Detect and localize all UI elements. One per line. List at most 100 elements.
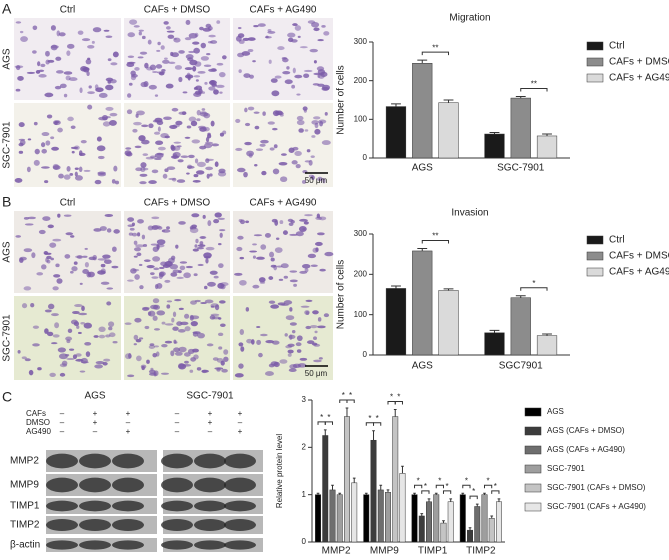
cell bbox=[192, 331, 201, 335]
cell bbox=[249, 74, 254, 79]
significance-label: * bbox=[438, 476, 441, 485]
cell bbox=[40, 63, 46, 68]
cell bbox=[245, 307, 250, 312]
y-tick-label: 100 bbox=[354, 114, 368, 123]
bar bbox=[510, 297, 531, 356]
cell bbox=[87, 104, 93, 110]
cell bbox=[150, 272, 155, 276]
cell bbox=[156, 152, 165, 156]
condition-sign: – bbox=[175, 427, 180, 436]
cell bbox=[208, 86, 216, 91]
cell bbox=[129, 227, 135, 231]
cell bbox=[205, 23, 212, 29]
cell bbox=[112, 51, 119, 58]
cell bbox=[51, 313, 59, 317]
cell bbox=[252, 60, 256, 63]
cell bbox=[57, 127, 63, 133]
blot-band bbox=[224, 540, 256, 550]
y-tick-label: 300 bbox=[354, 37, 368, 46]
cell bbox=[134, 274, 140, 280]
cell bbox=[58, 353, 68, 360]
cell bbox=[84, 341, 92, 346]
legend-label: SGC-7901 bbox=[547, 464, 585, 473]
cell bbox=[168, 177, 177, 181]
cell bbox=[50, 136, 55, 140]
cell bbox=[91, 40, 95, 44]
cell bbox=[253, 234, 263, 237]
cell bbox=[176, 145, 182, 148]
cell bbox=[234, 272, 243, 276]
cell bbox=[244, 122, 251, 127]
cell bbox=[188, 154, 195, 159]
cell bbox=[301, 179, 307, 184]
cell bbox=[72, 310, 80, 315]
cell bbox=[285, 315, 295, 321]
cell bbox=[310, 155, 315, 158]
cell bbox=[289, 322, 297, 326]
cell bbox=[190, 320, 198, 327]
x-tick-label: MMP2 bbox=[322, 546, 351, 557]
cell bbox=[136, 355, 142, 362]
cell bbox=[159, 266, 165, 269]
cell bbox=[108, 321, 115, 328]
cell bbox=[304, 268, 309, 273]
cell bbox=[219, 232, 223, 238]
cell bbox=[192, 65, 197, 72]
cell bbox=[64, 254, 71, 259]
blot-band bbox=[161, 540, 193, 550]
x-tick-label: AGS bbox=[412, 163, 433, 174]
y-tick-label: 3 bbox=[302, 395, 307, 404]
condition-sign: – bbox=[60, 427, 65, 436]
cell bbox=[17, 349, 21, 354]
cell bbox=[139, 51, 148, 55]
bar bbox=[510, 97, 531, 159]
error-bar bbox=[490, 515, 494, 519]
cell bbox=[167, 34, 175, 39]
column-label: Ctrl bbox=[60, 198, 76, 209]
error-bar bbox=[542, 133, 552, 136]
significance-label: ** bbox=[432, 43, 438, 52]
cell bbox=[179, 261, 188, 264]
cell bbox=[322, 177, 326, 184]
cell bbox=[19, 139, 26, 146]
cell bbox=[286, 66, 290, 70]
significance-label: * bbox=[390, 393, 393, 402]
error-bar bbox=[449, 498, 453, 502]
cell bbox=[137, 219, 144, 224]
cell bbox=[86, 71, 90, 77]
cell bbox=[285, 345, 293, 349]
cell bbox=[37, 367, 42, 371]
significance-label: ** bbox=[531, 80, 537, 89]
cell bbox=[295, 231, 304, 237]
cell bbox=[313, 359, 322, 363]
condition-sign: – bbox=[175, 418, 180, 427]
legend-label: CAFs + DMSO bbox=[609, 251, 669, 262]
legend-label: SGC-7901 (CAFs + AG490) bbox=[547, 502, 646, 511]
cell bbox=[41, 166, 50, 169]
cell bbox=[157, 41, 161, 46]
cell bbox=[132, 128, 138, 133]
error-bar bbox=[413, 492, 416, 495]
cell bbox=[243, 73, 251, 78]
cell bbox=[299, 46, 308, 49]
cell bbox=[136, 110, 145, 116]
bar bbox=[536, 135, 558, 159]
panel-label: B bbox=[2, 194, 11, 210]
cell bbox=[136, 252, 142, 257]
cell bbox=[317, 83, 325, 87]
cell bbox=[59, 372, 66, 377]
cell bbox=[199, 236, 207, 239]
cell bbox=[196, 118, 201, 122]
cell bbox=[179, 265, 186, 271]
cell bbox=[95, 87, 104, 93]
bar bbox=[426, 501, 432, 543]
cell bbox=[192, 348, 199, 353]
cell bbox=[234, 373, 244, 378]
cell bbox=[296, 115, 304, 121]
blot-band bbox=[161, 519, 193, 531]
cell bbox=[67, 328, 73, 334]
cell bbox=[107, 58, 112, 62]
y-tick-label: 0 bbox=[302, 537, 307, 546]
cell bbox=[291, 84, 296, 89]
cell bbox=[219, 132, 225, 137]
